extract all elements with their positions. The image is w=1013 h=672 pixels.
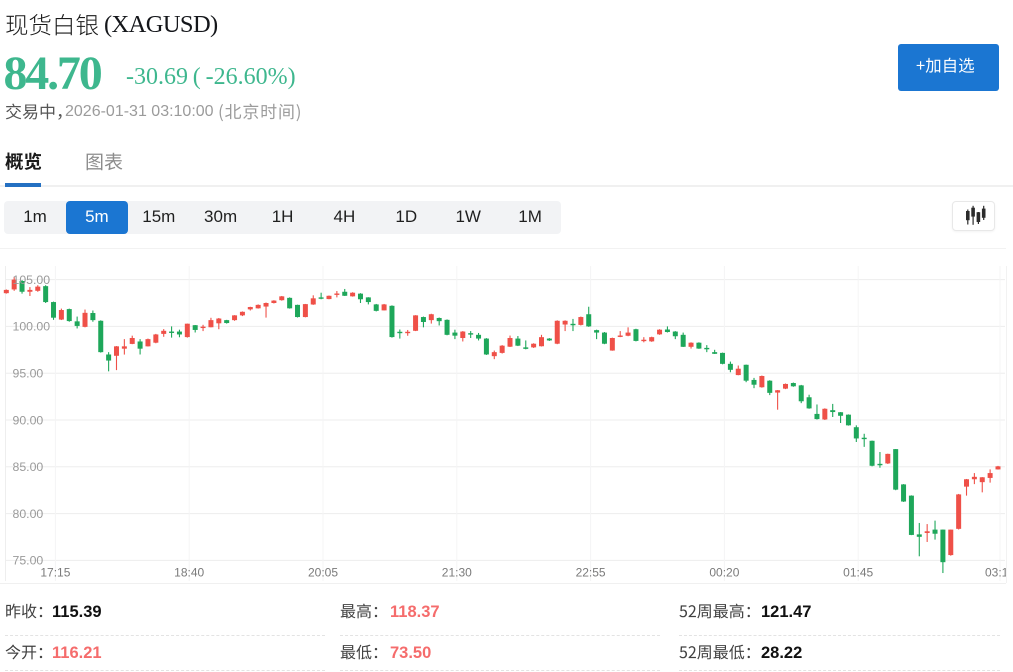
svg-text:100.00: 100.00	[13, 320, 51, 334]
svg-text:95.00: 95.00	[13, 367, 44, 381]
svg-text:80.00: 80.00	[13, 507, 44, 521]
svg-text:18:40: 18:40	[174, 566, 204, 580]
svg-text:01:45: 01:45	[843, 566, 873, 580]
svg-text:00:20: 00:20	[709, 566, 739, 580]
svg-text:20:05: 20:05	[308, 566, 338, 580]
svg-text:21:30: 21:30	[442, 566, 472, 580]
svg-text:17:15: 17:15	[40, 566, 70, 580]
svg-text:03:10: 03:10	[985, 566, 1013, 580]
svg-text:90.00: 90.00	[13, 413, 44, 427]
svg-text:75.00: 75.00	[13, 554, 44, 568]
svg-text:22:55: 22:55	[576, 566, 606, 580]
svg-text:105.00: 105.00	[13, 273, 51, 287]
svg-text:85.00: 85.00	[13, 460, 44, 474]
